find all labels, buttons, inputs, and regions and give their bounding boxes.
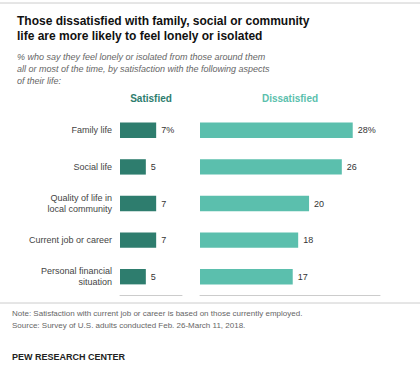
svg-text:Dissatisfied: Dissatisfied: [262, 93, 318, 104]
svg-text:% who say they feel lonely or: % who say they feel lonely or isolated f…: [17, 52, 266, 62]
svg-text:28%: 28%: [358, 125, 376, 135]
svg-text:life are more likely to feel l: life are more likely to feel lonely or i…: [17, 29, 262, 43]
svg-text:PEW RESEARCH CENTER: PEW RESEARCH CENTER: [12, 352, 126, 362]
svg-text:Personal financial: Personal financial: [41, 266, 112, 276]
svg-text:Social life: Social life: [73, 162, 112, 172]
svg-text:Source: Survey of U.S. adults: Source: Survey of U.S. adults conducted …: [12, 321, 245, 330]
svg-text:5: 5: [151, 272, 156, 282]
svg-text:26: 26: [347, 162, 357, 172]
svg-text:Satisfied: Satisfied: [130, 93, 172, 104]
svg-text:7: 7: [161, 235, 166, 245]
svg-text:Those dissatisfied with family: Those dissatisfied with family, social o…: [17, 14, 310, 28]
svg-text:18: 18: [303, 235, 313, 245]
svg-text:7%: 7%: [161, 125, 174, 135]
svg-text:Note: Satisfaction with curren: Note: Satisfaction with current job or c…: [12, 309, 302, 318]
svg-text:situation: situation: [78, 277, 112, 287]
svg-text:Quality of life in: Quality of life in: [50, 193, 112, 203]
svg-text:7: 7: [161, 199, 166, 209]
svg-text:local community: local community: [47, 204, 112, 214]
svg-text:5: 5: [151, 162, 156, 172]
svg-text:of their life:: of their life:: [17, 76, 62, 86]
svg-text:Current job or career: Current job or career: [29, 235, 112, 245]
svg-text:Family life: Family life: [71, 125, 112, 135]
svg-text:all or most of the time, by sa: all or most of the time, by satisfaction…: [17, 64, 270, 74]
svg-text:20: 20: [314, 199, 324, 209]
svg-text:17: 17: [298, 272, 308, 282]
